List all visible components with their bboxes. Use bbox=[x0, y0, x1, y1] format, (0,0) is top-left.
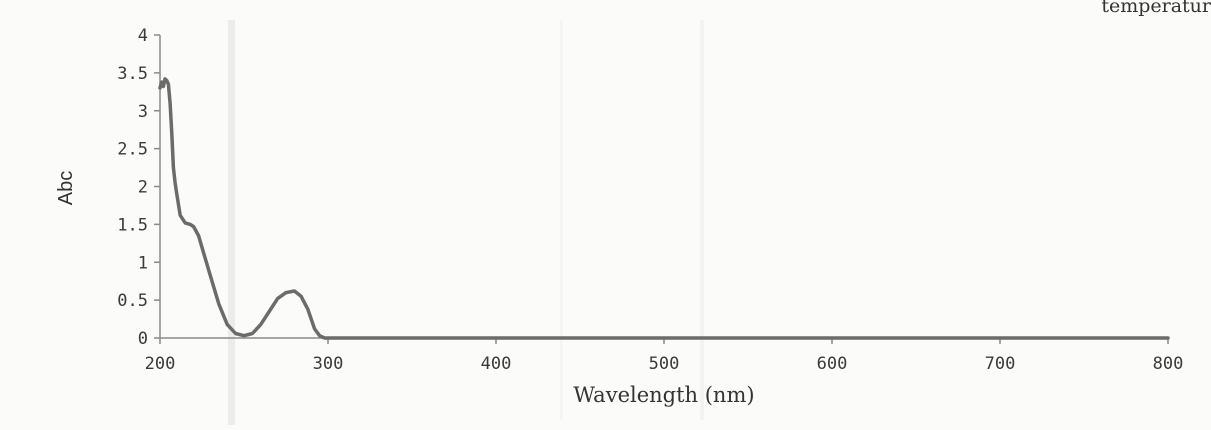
x-tick-label: 600 bbox=[817, 354, 848, 374]
x-tick-label: 200 bbox=[145, 354, 176, 374]
y-tick-group: 0 0.5 1 1.5 2 2.5 3 3.5 4 bbox=[117, 26, 160, 349]
y-axis-title: Abc bbox=[55, 171, 77, 205]
x-tick-label: 500 bbox=[649, 354, 680, 374]
y-tick-label: 4 bbox=[138, 26, 148, 46]
x-tick-label: 800 bbox=[1153, 354, 1184, 374]
x-tick-label: 300 bbox=[313, 354, 344, 374]
y-tick-label: 3.5 bbox=[117, 64, 148, 84]
y-tick-label: 2.5 bbox=[117, 140, 148, 160]
x-tick-label: 400 bbox=[481, 354, 512, 374]
y-tick-label: 0 bbox=[138, 329, 148, 349]
y-tick-label: 3 bbox=[138, 102, 148, 122]
x-tick-group: 200 300 400 500 600 700 800 bbox=[145, 338, 1184, 374]
y-tick-label: 2 bbox=[138, 178, 148, 198]
x-axis-title: Wavelength (nm) bbox=[573, 383, 754, 407]
x-tick-label: 700 bbox=[985, 354, 1016, 374]
y-tick-label: 1 bbox=[138, 253, 148, 273]
series-line-absorbance bbox=[158, 77, 1170, 340]
y-tick-label: 0.5 bbox=[117, 291, 148, 311]
y-tick-label: 1.5 bbox=[117, 215, 148, 235]
corner-text: temperatur bbox=[1101, 0, 1211, 17]
